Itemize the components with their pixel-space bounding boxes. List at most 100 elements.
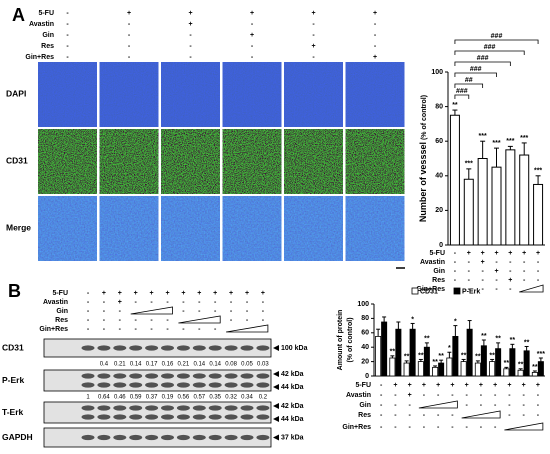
y-axis-label: Number of vesssel (% of control) xyxy=(418,95,428,222)
treatment-cell: - xyxy=(374,43,377,50)
blot-band xyxy=(129,405,143,411)
bar xyxy=(438,362,445,377)
treatment-cell: - xyxy=(312,54,315,61)
micrograph xyxy=(99,62,159,127)
y-tick-label: 0 xyxy=(439,242,443,249)
treatment-cell: - xyxy=(423,412,426,419)
treatment-cell: + xyxy=(261,290,265,297)
blot-band xyxy=(145,414,159,420)
treatment-label: Avastin xyxy=(29,21,54,28)
blot-band xyxy=(161,405,174,411)
treatment-cell: + xyxy=(373,54,377,61)
treatment-cell: - xyxy=(246,299,249,306)
treatment-cell: - xyxy=(135,299,138,306)
blot-band xyxy=(97,345,111,351)
treatment-cell: - xyxy=(150,317,153,324)
treatment-cell: - xyxy=(468,268,471,275)
bar xyxy=(523,350,530,377)
image-row-label: Merge xyxy=(6,222,31,232)
marker-arrow xyxy=(273,403,279,409)
significance: ** xyxy=(438,353,444,360)
treatment-cell: - xyxy=(214,299,217,306)
y-tick-label: 40 xyxy=(435,173,443,180)
treatment-cell: + xyxy=(436,382,440,389)
quantification: 0.17 xyxy=(146,362,158,368)
significance: ** xyxy=(510,337,516,344)
image-row-label: DAPI xyxy=(6,88,26,98)
blot-band xyxy=(97,414,111,420)
marker-label: 100 kDa xyxy=(281,345,308,352)
treatment-cell: + xyxy=(373,10,377,17)
quantification: 0.64 xyxy=(98,395,110,401)
micrograph xyxy=(284,62,343,127)
blot-band xyxy=(240,414,254,420)
bracket xyxy=(454,50,525,55)
bar xyxy=(480,345,487,377)
micrograph xyxy=(222,129,282,194)
treatment-cell: - xyxy=(119,326,122,333)
bar xyxy=(460,361,467,377)
blot-band xyxy=(113,405,127,411)
treatment-cell: - xyxy=(451,392,454,399)
blot-band xyxy=(129,373,143,379)
treatment-label: 5-FU xyxy=(355,382,371,389)
significance: *** xyxy=(492,140,500,147)
blot-band xyxy=(192,414,206,420)
treatment-cell: - xyxy=(394,392,397,399)
treatment-cell: + xyxy=(393,382,397,389)
treatment-cell: - xyxy=(87,299,90,306)
blot-band xyxy=(224,414,238,420)
bar xyxy=(446,357,453,377)
dose-triangle xyxy=(504,422,544,431)
micrograph xyxy=(38,196,97,261)
marker-label: 42 kDa xyxy=(281,371,304,378)
y-axis-label-part: (% of control) xyxy=(421,95,428,140)
treatment-cell: - xyxy=(380,392,383,399)
quantification: 0.57 xyxy=(193,395,205,401)
blot-band xyxy=(161,373,174,379)
bracket xyxy=(454,83,484,88)
blot-band xyxy=(256,434,270,441)
significance: ** xyxy=(532,364,538,371)
treatment-cell: - xyxy=(454,277,457,284)
treatment-cell: - xyxy=(87,326,90,333)
significance: ** xyxy=(524,339,530,346)
blot-label: P-Erk xyxy=(2,375,24,385)
treatment-cell: - xyxy=(508,412,511,419)
quantification: 0.2 xyxy=(259,395,268,401)
quantification: 0.56 xyxy=(178,395,190,401)
blot-band xyxy=(192,434,206,441)
treatment-label: Avastin xyxy=(420,259,445,266)
legend-label: P-Erk xyxy=(462,288,480,295)
y-tick-label: 60 xyxy=(361,330,369,337)
blot-band xyxy=(176,405,190,411)
treatment-cell: + xyxy=(408,382,412,389)
dose-triangle xyxy=(418,400,458,409)
micrograph xyxy=(222,62,282,127)
treatment-cell: - xyxy=(522,392,525,399)
blot-band xyxy=(224,382,238,388)
treatment-cell: - xyxy=(537,402,540,409)
micrograph xyxy=(345,129,405,194)
significance: ** xyxy=(418,352,424,359)
treatment-cell: - xyxy=(468,277,471,284)
treatment-cell: - xyxy=(408,412,411,419)
blot-band xyxy=(208,373,222,379)
treatment-cell: - xyxy=(230,308,233,315)
treatment-cell: - xyxy=(495,259,498,266)
treatment-cell: - xyxy=(374,32,377,39)
quantification: 0.14 xyxy=(209,362,221,368)
significance: ** xyxy=(504,360,510,367)
treatment-cell: - xyxy=(537,412,540,419)
blot-band xyxy=(224,434,238,441)
bracket-label: ## xyxy=(465,77,473,84)
bar xyxy=(477,158,488,246)
y-axis-label: (% of control) xyxy=(347,317,354,362)
blot-band xyxy=(113,434,127,441)
treatment-cell: + xyxy=(181,290,185,297)
treatment-cell: - xyxy=(312,32,315,39)
panel-label: B xyxy=(8,281,21,301)
quantification: 0.14 xyxy=(130,362,142,368)
blot-band xyxy=(161,414,174,420)
blot-band xyxy=(97,373,111,379)
